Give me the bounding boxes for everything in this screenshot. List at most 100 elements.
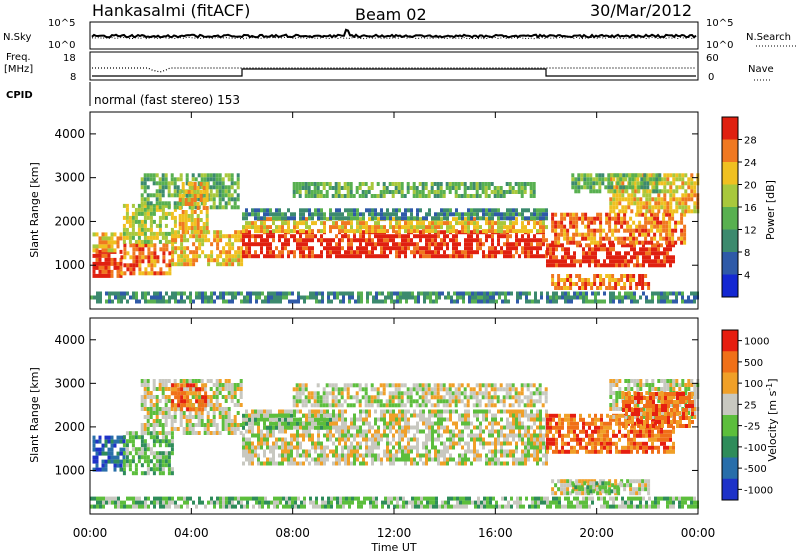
velocity-cell <box>356 453 359 458</box>
power-cell <box>639 201 643 206</box>
power-cell <box>352 194 356 198</box>
power-cell <box>168 263 172 268</box>
power-cell <box>539 216 542 221</box>
power-cell <box>227 189 231 194</box>
power-cell <box>536 246 539 251</box>
velocity-cell <box>398 449 401 454</box>
velocity-cell <box>95 451 99 456</box>
power-cell <box>357 291 360 296</box>
power-cell <box>418 194 422 198</box>
velocity-cell <box>245 429 248 434</box>
velocity-cell <box>189 387 193 392</box>
power-cell <box>461 229 464 234</box>
velocity-cell <box>389 461 392 466</box>
power-cell <box>618 197 622 202</box>
power-cell <box>650 216 654 221</box>
power-cell <box>338 254 341 259</box>
power-cell <box>116 244 120 249</box>
power-cell <box>545 254 548 259</box>
power-cell <box>618 251 621 256</box>
power-cell <box>340 186 344 190</box>
power-cell <box>135 259 139 264</box>
power-cell <box>537 299 540 304</box>
power-cell <box>192 262 196 267</box>
power-cell <box>199 226 203 230</box>
power-cell <box>647 232 651 237</box>
power-cell <box>383 229 386 234</box>
power-cell <box>650 240 654 245</box>
velocity-cell <box>248 441 251 446</box>
power-cell <box>592 177 596 182</box>
power-cell <box>512 225 515 230</box>
power-cell <box>107 244 111 249</box>
power-cell <box>476 234 479 239</box>
power-cell <box>113 232 117 237</box>
power-cell <box>334 186 338 190</box>
freq-label-line1: Freq. <box>6 52 31 63</box>
power-cell <box>690 173 694 178</box>
power-cell <box>639 197 643 202</box>
velocity-cell <box>170 427 174 431</box>
power-cell <box>389 225 392 230</box>
power-cell <box>415 190 419 194</box>
velocity-cell <box>494 453 497 458</box>
power-cell <box>125 207 129 212</box>
velocity-cell <box>332 453 335 458</box>
velocity-cell <box>179 423 183 427</box>
velocity-cell <box>140 435 144 440</box>
velocity-cell <box>197 423 201 427</box>
power-cell <box>539 221 542 226</box>
power-cell <box>630 247 633 252</box>
velocity-cell <box>350 445 353 450</box>
power-cell <box>144 291 147 296</box>
velocity-cell <box>320 449 323 454</box>
power-cell <box>313 186 317 190</box>
power-cell <box>434 212 437 217</box>
power-cell <box>488 208 491 213</box>
power-cell <box>470 246 473 251</box>
velocity-cell <box>92 443 96 448</box>
power-cell <box>366 299 369 304</box>
velocity-cell <box>155 395 159 399</box>
power-cell <box>567 255 570 260</box>
power-cell <box>198 242 202 247</box>
velocity-cell <box>335 449 338 454</box>
power-cell <box>584 212 588 217</box>
velocity-cell <box>257 457 260 462</box>
velocity-cell <box>329 433 332 438</box>
power-cell <box>362 246 365 251</box>
power-cell <box>332 238 335 243</box>
velocity-cell <box>338 429 341 434</box>
velocity-cell <box>236 411 240 415</box>
power-cell <box>648 299 651 304</box>
velocity-cell <box>269 457 272 462</box>
power-cell <box>687 299 690 304</box>
power-cell <box>331 194 335 198</box>
power-cell <box>539 254 542 259</box>
velocity-cell <box>392 425 395 430</box>
velocity-cell <box>503 449 506 454</box>
velocity-cell <box>383 417 386 422</box>
power-cell <box>170 181 174 186</box>
velocity-cell <box>192 403 196 408</box>
power-cell <box>578 240 582 245</box>
power-cell <box>155 181 159 186</box>
velocity-cell <box>236 387 240 391</box>
power-cell <box>561 243 564 248</box>
power-cell <box>629 278 633 282</box>
power-cell <box>560 220 564 225</box>
velocity-cell <box>134 463 138 468</box>
power-cell <box>523 190 527 194</box>
power-cell <box>338 250 341 255</box>
power-cell <box>293 254 296 259</box>
velocity-cell <box>440 421 443 426</box>
power-cell <box>612 259 615 264</box>
power-cell <box>643 189 647 194</box>
velocity-cell <box>308 409 311 414</box>
velocity-cell <box>416 449 419 454</box>
power-cell <box>285 291 288 296</box>
power-cell <box>611 286 615 290</box>
power-cell <box>305 238 308 243</box>
power-cell <box>655 177 659 182</box>
velocity-cell <box>125 439 129 444</box>
